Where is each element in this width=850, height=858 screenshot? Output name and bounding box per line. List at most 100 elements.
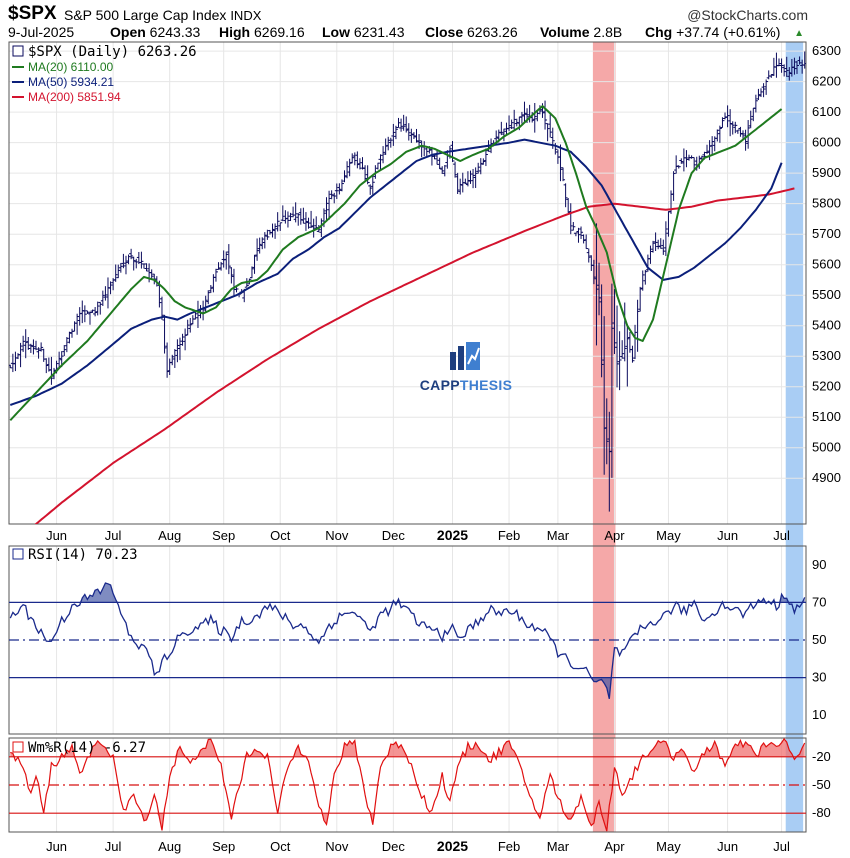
rsi-line	[9, 582, 806, 699]
legend-entry: MA(50) 5934.21	[28, 75, 114, 89]
ohlc-bar	[183, 328, 188, 351]
volume-label: Volume	[540, 24, 590, 40]
ohlc-bar	[612, 289, 617, 355]
close-label: Close	[425, 24, 464, 40]
ohlc-bar	[334, 183, 339, 200]
ohlc-bar	[28, 343, 33, 353]
open-value: 6243.33	[149, 24, 201, 40]
wr-y-tick-label: -50	[812, 777, 831, 792]
ohlc-bar	[370, 175, 375, 195]
x-tick-label: Jul	[773, 528, 790, 543]
ohlc-bar	[424, 146, 429, 157]
ohlc-bar	[633, 324, 638, 360]
ohlc-bar	[69, 328, 74, 338]
ohlc-bar	[584, 234, 589, 250]
ohlc-bar	[561, 167, 566, 182]
logo-text-b: THESIS	[459, 377, 513, 393]
ohlc-bar	[741, 130, 746, 140]
ohlc-bar	[597, 262, 602, 316]
ohlc-bar	[270, 223, 275, 238]
ohlc-bar	[185, 319, 190, 336]
quote-date: 9-Jul-2025	[8, 24, 75, 40]
x-tick-label: Nov	[325, 528, 349, 543]
ohlc-bar	[162, 314, 167, 354]
ohlc-bar	[103, 286, 108, 301]
rsi-y-tick-label: 10	[812, 707, 826, 722]
rsi-y-tick-label: 90	[812, 557, 826, 572]
legend-entry: MA(200) 5851.94	[28, 90, 121, 104]
ohlc-bar	[165, 342, 170, 378]
ohlc-bar	[363, 165, 368, 181]
ohlc-bar	[172, 349, 177, 368]
ohlc-bar	[123, 255, 128, 275]
ohlc-bar	[509, 119, 514, 130]
up-arrow-icon: ▲	[794, 28, 804, 39]
ohlc-bar	[393, 125, 398, 140]
ohlc-bar	[658, 238, 663, 249]
ohlc-bar	[332, 192, 337, 204]
ohlc-bar	[26, 336, 31, 350]
ohlc-bar	[64, 337, 69, 353]
ohlc-bar	[566, 198, 571, 213]
index-name-text: S&P 500 Large Cap Index	[64, 7, 227, 23]
x-tick-label: Jun	[46, 528, 67, 543]
ohlc-bar	[483, 148, 488, 167]
ohlc-bar	[512, 109, 517, 130]
ohlc-bar	[273, 223, 278, 239]
ohlc-bar	[399, 118, 404, 132]
ohlc-bar	[442, 165, 447, 177]
ohlc-bar	[311, 218, 316, 238]
ohlc-bar	[75, 313, 80, 335]
ohlc-bar	[715, 129, 720, 142]
ma50-line	[9, 138, 783, 406]
ohlc-bar	[599, 284, 604, 378]
ohlc-bar	[471, 168, 476, 189]
ohlc-bar	[404, 116, 409, 133]
y-tick-label: 5100	[812, 409, 841, 424]
ohlc-bar	[465, 171, 470, 187]
x-tick-label: Jul	[105, 528, 122, 543]
ohlc-bar	[33, 340, 38, 351]
ohlc-bar	[514, 118, 519, 127]
ohlc-bar	[671, 171, 676, 201]
ohlc-bar	[548, 114, 553, 138]
ohlc-bar	[260, 237, 265, 250]
ohlc-bar	[319, 218, 324, 238]
x-tick-label: Jun	[717, 528, 738, 543]
ohlc-bar	[586, 248, 591, 263]
ohlc-bar	[360, 157, 365, 170]
ohlc-bar	[573, 232, 578, 237]
ohlc-bar	[507, 115, 512, 132]
ohlc-bar	[725, 105, 730, 128]
x-tick-label-bottom: Dec	[382, 839, 406, 854]
ohlc-bar	[591, 259, 596, 285]
ohlc-bar	[49, 356, 54, 385]
ohlc-bar	[190, 315, 195, 325]
rsi-oversold-fill	[10, 677, 805, 699]
ohlc-bar	[141, 263, 146, 269]
ohlc-bar	[615, 305, 620, 388]
wr-line	[10, 738, 806, 832]
ohlc-bar	[257, 237, 262, 254]
source-credit[interactable]: @StockCharts.com	[687, 7, 808, 23]
high-label: High	[219, 24, 251, 40]
ohlc-bar	[748, 110, 753, 129]
ohlc-bar	[216, 262, 221, 270]
y-tick-label: 5800	[812, 196, 841, 211]
ohlc-bar	[350, 153, 355, 164]
close-value: 6263.26	[467, 24, 518, 40]
ohlc-bar	[620, 340, 625, 359]
x-tick-label: 2025	[437, 527, 468, 543]
ohlc-bar	[118, 262, 123, 273]
ohlc-bar	[663, 221, 668, 257]
ohlc-bar	[116, 264, 121, 279]
ohlc-bar	[692, 157, 697, 171]
ohlc-bar	[131, 256, 136, 271]
ohlc-bar	[303, 212, 308, 231]
ohlc-bar	[782, 64, 787, 77]
high-value: 6269.16	[254, 24, 305, 40]
ohlc-bar	[440, 166, 445, 175]
ohlc-bar	[134, 258, 139, 269]
